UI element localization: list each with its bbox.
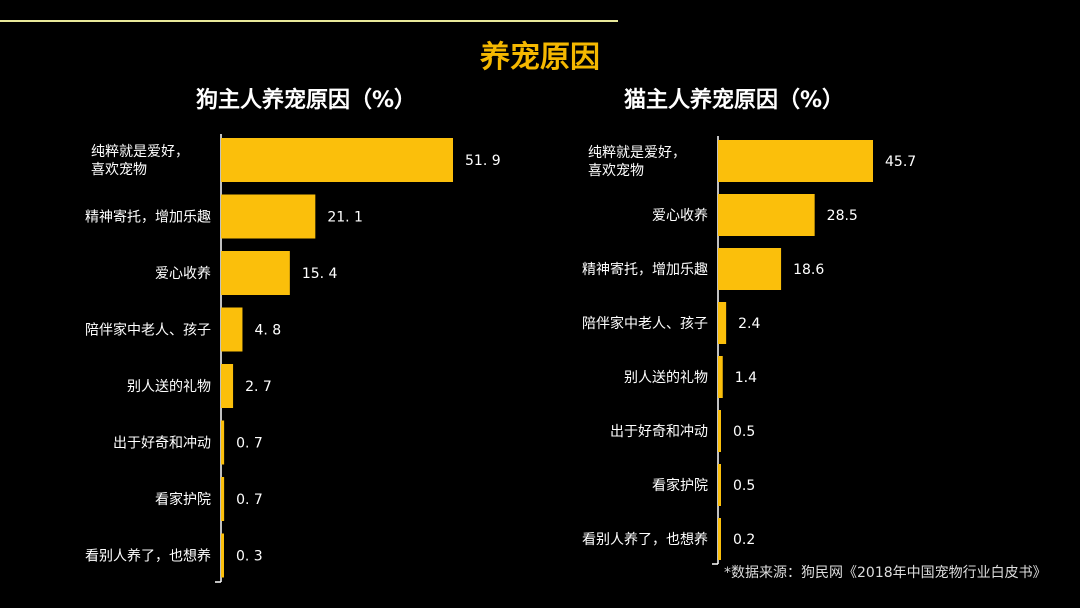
cat-value-label: 45.7 [885,154,916,170]
cat-value-label: 1.4 [735,370,757,386]
dog-category-label: 精神寄托，增加乐趣 [85,209,211,226]
dog-value-label: 15. 4 [302,266,338,282]
cat-category-label: 陪伴家中老人、孩子 [582,315,708,332]
dog-category-label: 看家护院 [155,491,211,508]
cat-chart-title: 猫主人养宠原因（%） [624,88,845,113]
dog-value-label: 0. 7 [236,436,263,452]
cat-bar [718,302,727,344]
dog-value-label: 2. 7 [245,379,272,395]
cat-category-label: 精神寄托，增加乐趣 [582,261,708,278]
dog-bar [221,307,243,352]
dog-value-label: 21. 1 [327,210,363,226]
cat-category-label: 看家护院 [652,477,708,494]
cat-bar [718,410,721,452]
page-title: 养宠原因 [480,40,600,75]
cat-category-label: 纯粹就是爱好，喜欢宠物 [588,145,686,179]
dog-category-label: 看别人养了，也想养 [85,549,211,565]
dog-category-label: 陪伴家中老人、孩子 [85,322,211,339]
dog-value-label: 4. 8 [254,323,281,339]
cat-value-label: 0.2 [733,532,755,548]
dog-bar [221,420,225,465]
cat-category-label: 别人送的礼物 [624,370,708,386]
dog-value-label: 0. 3 [236,549,263,565]
cat-category-label: 看别人养了，也想养 [582,532,708,548]
top-divider [0,20,618,22]
cat-bar [718,464,721,506]
dog-category-label: 出于好奇和冲动 [113,435,211,452]
cat-category-label: 出于好奇和冲动 [610,423,708,440]
dog-value-label: 51. 9 [465,153,501,169]
dog-bar [221,533,224,578]
cat-value-label: 0.5 [733,424,755,440]
cat-bar [718,248,782,290]
dog-bar [221,138,453,182]
dog-bar [221,251,290,295]
cat-bar [718,518,721,560]
cat-bar [718,356,723,398]
dog-bar [221,194,316,239]
cat-bar [718,194,815,236]
cat-bar [718,140,873,182]
cat-value-label: 28.5 [827,208,858,224]
source-note: *数据来源：狗民网《2018年中国宠物行业白皮书》 [724,565,1047,581]
cat-value-label: 0.5 [733,478,755,494]
dog-bar [221,364,234,408]
dog-category-label: 纯粹就是爱好，喜欢宠物 [91,144,189,178]
dog-value-label: 0. 7 [236,492,263,508]
dog-category-label: 爱心收养 [155,266,211,282]
dog-category-label: 别人送的礼物 [127,379,211,395]
cat-value-label: 2.4 [738,316,760,332]
cat-category-label: 爱心收养 [652,208,708,224]
dog-chart-title: 狗主人养宠原因（%） [196,88,417,113]
dog-bar [221,477,225,521]
cat-value-label: 18.6 [793,262,824,278]
